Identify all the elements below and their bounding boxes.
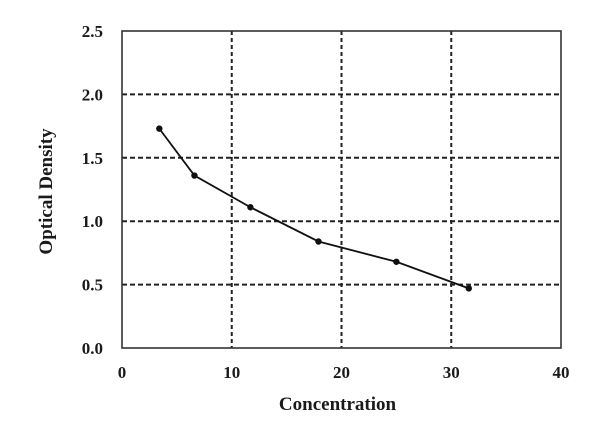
- data-point-marker: [191, 172, 198, 179]
- gridlines: [122, 31, 561, 348]
- y-axis-ticks: 0.0 0.5 1.0 1.5 2.0 2.5: [82, 22, 103, 358]
- data-point-marker: [156, 125, 163, 132]
- y-tick-label: 1.0: [82, 212, 103, 231]
- x-tick-label: 40: [553, 363, 570, 382]
- data-point-marker: [465, 285, 473, 292]
- x-tick-label: 30: [443, 363, 460, 382]
- plot-frame: [121, 30, 562, 349]
- x-axis-label: Concentration: [279, 394, 397, 415]
- x-tick-label: 0: [118, 363, 127, 382]
- y-axis-label: Optical Density: [36, 128, 57, 255]
- y-tick-label: 1.5: [82, 149, 103, 168]
- y-tick-label: 2.0: [82, 85, 103, 104]
- data-point-marker: [315, 238, 322, 245]
- x-tick-label: 10: [223, 363, 240, 382]
- y-tick-label: 2.5: [82, 22, 103, 41]
- y-tick-label: 0.0: [82, 339, 103, 358]
- data-series: [156, 125, 473, 292]
- y-tick-label: 0.5: [82, 276, 103, 295]
- data-point-marker: [247, 204, 254, 211]
- series-line: [158, 128, 470, 290]
- x-tick-label: 20: [333, 363, 350, 382]
- data-point-marker: [393, 258, 400, 265]
- x-axis-ticks: 0 10 20 30 40: [118, 363, 570, 382]
